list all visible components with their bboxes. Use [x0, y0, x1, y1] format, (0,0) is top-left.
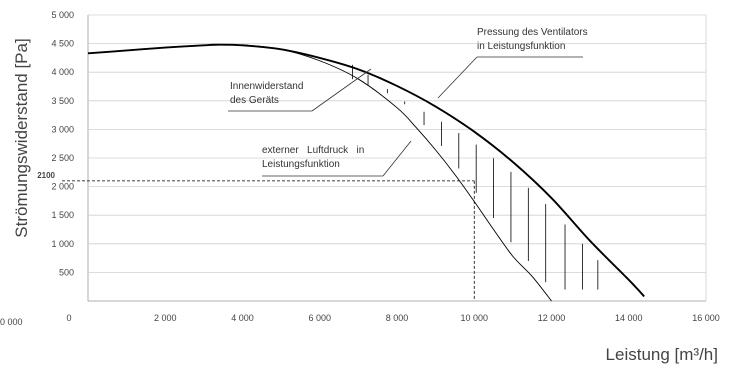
annotation-external-pressure: externer Luftdruck in Leistungsfunktion: [262, 140, 412, 177]
annotation-internal-resistance-line2: des Geräts: [230, 95, 279, 106]
x-tick-labels: 0 2 000 4 000 6 000 8 000 10 000 12 000 14 000 1…: [66, 313, 719, 323]
y-tick-labels: 500 1 000 1 500 2 000 2 500 3 000 3 500 4 000 4 …: [51, 10, 74, 277]
y-tick-label-2000: 2 000: [51, 182, 74, 192]
fan-pressure-curve: [87, 43, 645, 298]
x-tick-label-10000: 10 000: [460, 313, 488, 323]
y-tick-label-3500: 3 500: [51, 96, 74, 106]
annotation-internal-resistance: Innenwiderstand des Geräts: [228, 68, 372, 112]
x-tick-label-2000: 2 000: [154, 313, 177, 323]
curves: [87, 43, 645, 302]
y-axis-label: Strömungswiderstand [Pa]: [12, 38, 31, 237]
x-tick-label-6000: 6 000: [308, 313, 331, 323]
y-tick-label-4500: 4 500: [51, 39, 74, 49]
y-tick-label-1500: 1 500: [51, 210, 74, 220]
y-tick-label-1000: 1 000: [51, 239, 74, 249]
internal-resistance-curve: [242, 44, 552, 302]
operating-point-guides: [62, 180, 475, 301]
x-tick-label-12000: 12 000: [538, 313, 566, 323]
x-tick-label-4000: 4 000: [231, 313, 254, 323]
x-tick-label-8000: 8 000: [386, 313, 409, 323]
annotation-fan-pressure: Pressung des Ventilators in Leistungsfun…: [437, 27, 588, 99]
grid-lines: [87, 14, 707, 302]
x-tick-label-0: 0: [66, 313, 71, 323]
annotation-fan-pressure-line2: in Leistungsfunktion: [477, 41, 565, 52]
y-tick-label-3000: 3 000: [51, 124, 74, 134]
annotation-external-pressure-line1: externer Luftdruck in: [262, 145, 364, 156]
y-tick-label-4000: 4 000: [51, 67, 74, 77]
hatch-lines: [352, 64, 599, 290]
leader-fan-pressure-diag: [437, 56, 478, 99]
y-extra-tick-label: 0 000: [0, 317, 23, 327]
y-tick-label-5000: 5 000: [51, 10, 74, 20]
leader-internal-resistance-diag: [311, 68, 372, 112]
operating-point-label: 2100: [37, 171, 55, 180]
x-tick-label-16000: 16 000: [692, 313, 720, 323]
x-tick-label-14000: 14 000: [615, 313, 643, 323]
annotation-fan-pressure-line1: Pressung des Ventilators: [477, 27, 588, 38]
annotation-internal-resistance-line1: Innenwiderstand: [230, 81, 303, 92]
leader-external-pressure-diag: [382, 140, 412, 177]
y-tick-label-2500: 2 500: [51, 153, 74, 163]
annotation-external-pressure-line2: Leistungsfunktion: [262, 159, 340, 170]
x-axis-label: Leistung [m³/h]: [606, 345, 718, 364]
y-tick-label-500: 500: [59, 267, 74, 277]
